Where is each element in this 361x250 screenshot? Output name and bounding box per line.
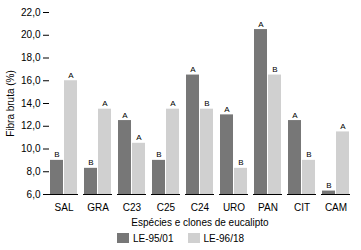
svg-text:B: B (156, 150, 161, 159)
svg-text:B: B (272, 65, 277, 74)
svg-text:CIT: CIT (294, 202, 310, 213)
svg-text:10,0: 10,0 (21, 143, 41, 154)
svg-text:A: A (340, 122, 346, 131)
svg-text:18,0: 18,0 (21, 52, 41, 63)
svg-text:6,0: 6,0 (27, 189, 41, 200)
svg-text:16,0: 16,0 (21, 75, 41, 86)
svg-text:14,0: 14,0 (21, 98, 41, 109)
svg-text:C23: C23 (123, 202, 142, 213)
svg-text:CAM: CAM (325, 202, 347, 213)
svg-text:B: B (326, 181, 331, 190)
svg-text:SAL: SAL (55, 202, 74, 213)
svg-text:A: A (224, 105, 230, 114)
svg-text:URO: URO (223, 202, 245, 213)
svg-text:A: A (122, 111, 128, 120)
svg-text:8,0: 8,0 (27, 166, 41, 177)
html-text:LE-95/01: LE-95/01 (132, 232, 174, 244)
svg-text:A: A (136, 133, 142, 142)
svg-text:A: A (102, 99, 108, 108)
svg-text:B: B (88, 158, 93, 167)
svg-text:Espécies e clones de eucalipto: Espécies e clones de eucalipto (131, 217, 269, 228)
svg-text:Fibra bruta (%): Fibra bruta (%) (5, 70, 16, 137)
svg-text:A: A (292, 111, 298, 120)
svg-text:20,0: 20,0 (21, 29, 41, 40)
svg-text:A: A (170, 99, 176, 108)
svg-text:C25: C25 (157, 202, 176, 213)
svg-text:PAN: PAN (258, 202, 278, 213)
svg-text:C24: C24 (191, 202, 210, 213)
svg-text:B: B (306, 150, 311, 159)
svg-text:GRA: GRA (87, 202, 109, 213)
svg-text:A: A (258, 20, 264, 29)
svg-text:A: A (68, 71, 74, 80)
svg-text:B: B (54, 150, 59, 159)
svg-text:B: B (204, 99, 209, 108)
svg-text:A: A (190, 65, 196, 74)
svg-text:12,0: 12,0 (21, 120, 41, 131)
svg-text:22,0: 22,0 (21, 7, 41, 18)
svg-text:B: B (238, 158, 243, 167)
html-text:LE-96/18: LE-96/18 (203, 232, 245, 244)
